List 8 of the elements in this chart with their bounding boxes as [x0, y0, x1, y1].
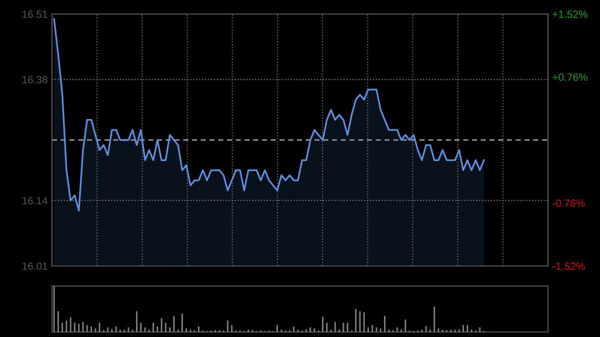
y-tick-label: 16.51 [22, 10, 48, 18]
y2-tick-label: +1.52% [552, 10, 588, 18]
y-tick-label: 16.01 [22, 262, 48, 270]
y-tick-label: 16.38 [22, 76, 48, 84]
y-tick-label: 16.14 [22, 196, 48, 204]
y2-tick-label: -0.76% [552, 200, 585, 207]
y2-tick-label: +0.76% [552, 74, 588, 81]
y2-tick-label: -1.52% [552, 262, 585, 270]
